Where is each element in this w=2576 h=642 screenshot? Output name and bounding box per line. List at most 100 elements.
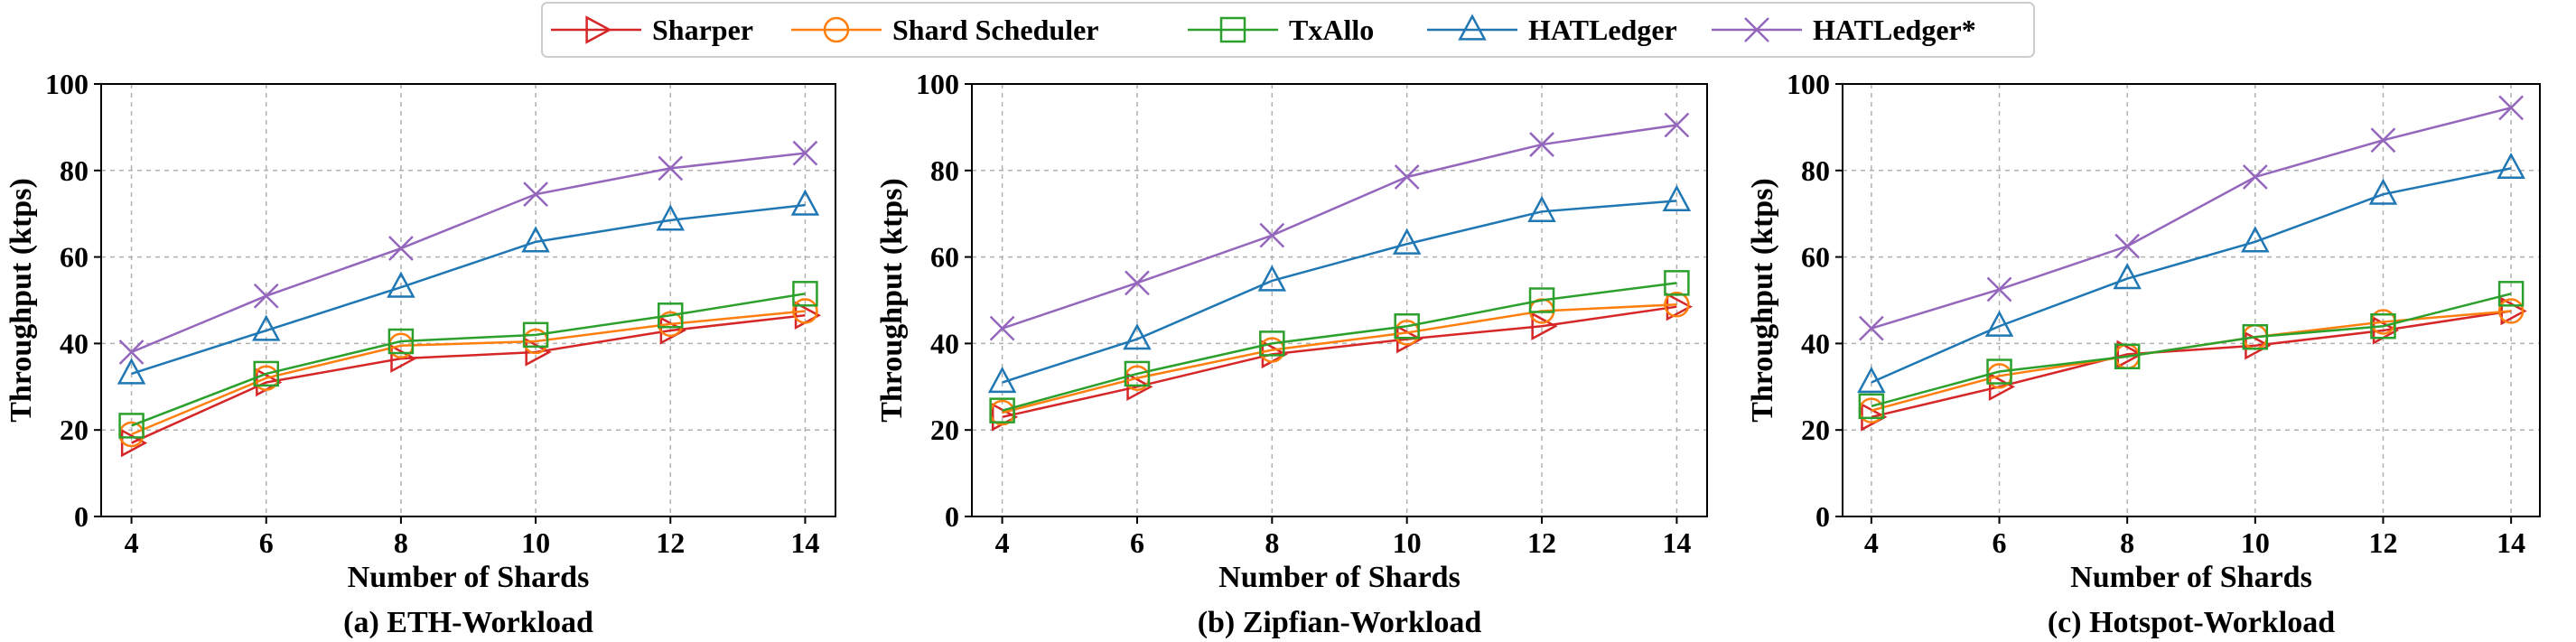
data-point — [1259, 222, 1285, 248]
data-point — [658, 302, 684, 329]
data-point — [2498, 95, 2525, 121]
data-point — [521, 226, 550, 253]
x-tick-label: 12 — [1527, 526, 1556, 559]
data-point — [117, 358, 146, 385]
data-point — [989, 397, 1015, 423]
chart-panel-1: 0 20 40 60 80 100 4 6 8 10 12 14 Number of Shards Thr… — [5, 68, 836, 639]
y-tick-label: 0 — [1815, 500, 1830, 533]
data-point — [2116, 340, 2143, 369]
legend-marker — [1744, 17, 1769, 42]
legend-marker — [1219, 16, 1246, 43]
data-point — [1527, 195, 1556, 222]
y-tick-label: 80 — [60, 154, 89, 187]
data-point — [792, 281, 818, 307]
series-line — [1871, 107, 2512, 330]
data-point — [1986, 276, 2012, 302]
legend-entry-sharper: Sharper — [551, 14, 753, 46]
data-point — [658, 155, 684, 181]
data-point — [1528, 287, 1555, 313]
data-point — [1662, 184, 1692, 211]
legend: Sharper Shard Scheduler TxAllo HATLedger HAT… — [541, 2, 2035, 58]
data-point — [1394, 164, 1420, 190]
data-point — [1664, 292, 1690, 318]
x-axis-label: Number of Shards — [348, 561, 590, 594]
data-point — [2114, 233, 2141, 259]
x-tick-label: 8 — [2120, 526, 2134, 559]
data-point — [251, 314, 281, 341]
series-line — [131, 152, 806, 354]
data-point — [1664, 270, 1690, 296]
y-tick-label: 40 — [1801, 327, 1830, 359]
data-point — [253, 360, 279, 387]
series-txallo — [1858, 281, 2525, 420]
series-line — [131, 293, 806, 427]
data-point — [253, 283, 279, 309]
plot-frame — [971, 83, 1708, 517]
y-tick-label: 80 — [1801, 154, 1830, 187]
panel-caption: (c) Hotspot-Workload — [2048, 606, 2335, 639]
series-line — [1002, 200, 1677, 384]
data-point — [1125, 270, 1150, 296]
data-point — [1529, 132, 1554, 157]
x-tick-label: 10 — [521, 526, 550, 559]
y-tick-label: 0 — [945, 500, 959, 533]
y-tick-label: 60 — [60, 241, 89, 274]
data-point — [1988, 372, 2016, 402]
series-line — [1871, 310, 2512, 419]
series-line — [1002, 124, 1677, 330]
x-tick-label: 6 — [259, 526, 274, 559]
x-tick-label: 14 — [1662, 526, 1691, 559]
y-axis-label: Throughput (ktps) — [1746, 178, 1779, 423]
data-point — [1666, 292, 1693, 321]
y-tick-label: 40 — [930, 327, 959, 359]
data-point — [1124, 360, 1151, 387]
x-axis-label: Number of Shards — [2070, 561, 2312, 594]
data-point — [118, 413, 145, 439]
x-tick-label: 10 — [1393, 526, 1422, 559]
series-line — [131, 314, 806, 444]
data-point — [2241, 226, 2270, 253]
data-point — [1531, 312, 1558, 340]
legend-entry-hatledger-star: HATLedger* — [1712, 14, 1976, 46]
x-tick-label: 6 — [1993, 526, 2007, 559]
series-line — [1002, 303, 1677, 414]
data-point — [1664, 112, 1690, 138]
y-tick-label: 0 — [74, 500, 89, 533]
x-tick-label: 4 — [1864, 526, 1879, 559]
x-tick-label: 8 — [394, 526, 408, 559]
data-point — [2370, 127, 2396, 154]
chart-panel-3: 0 20 40 60 80 100 4 6 8 10 12 14 Number of Shards Thr… — [1746, 68, 2541, 639]
y-tick-label: 60 — [930, 241, 959, 274]
legend-entry-txallo: TxAllo — [1188, 14, 1374, 46]
series-hatledger-star — [989, 112, 1690, 341]
data-point — [2113, 262, 2142, 290]
legend-marker — [823, 16, 850, 43]
data-point — [2114, 343, 2141, 370]
data-point — [2242, 323, 2269, 350]
data-point — [118, 340, 145, 365]
x-axis-label: Number of Shards — [1218, 561, 1461, 594]
data-point — [2497, 298, 2525, 324]
y-tick-label: 20 — [1801, 414, 1830, 446]
series-line — [1871, 167, 2512, 384]
x-tick-label: 12 — [2368, 526, 2397, 559]
y-tick-label: 20 — [930, 414, 959, 446]
data-point — [792, 298, 818, 324]
chart-panel-2: 0 20 40 60 80 100 4 6 8 10 12 14 Number of Shards Thr… — [875, 68, 1708, 639]
series-line — [1871, 293, 2512, 408]
y-tick-label: 100 — [1787, 68, 1830, 100]
y-axis-label: Throughput (ktps) — [875, 178, 909, 423]
series-hatledger — [987, 184, 1692, 394]
x-tick-label: 6 — [1130, 526, 1144, 559]
series-shard-scheduler — [989, 292, 1690, 426]
data-point — [1123, 323, 1152, 350]
data-point — [1986, 358, 2012, 385]
data-point — [790, 189, 820, 216]
data-point — [792, 140, 818, 166]
x-tick-label: 4 — [995, 526, 1010, 559]
x-tick-label: 14 — [790, 526, 819, 559]
y-tick-label: 80 — [930, 154, 959, 187]
series-hatledger — [117, 189, 820, 385]
